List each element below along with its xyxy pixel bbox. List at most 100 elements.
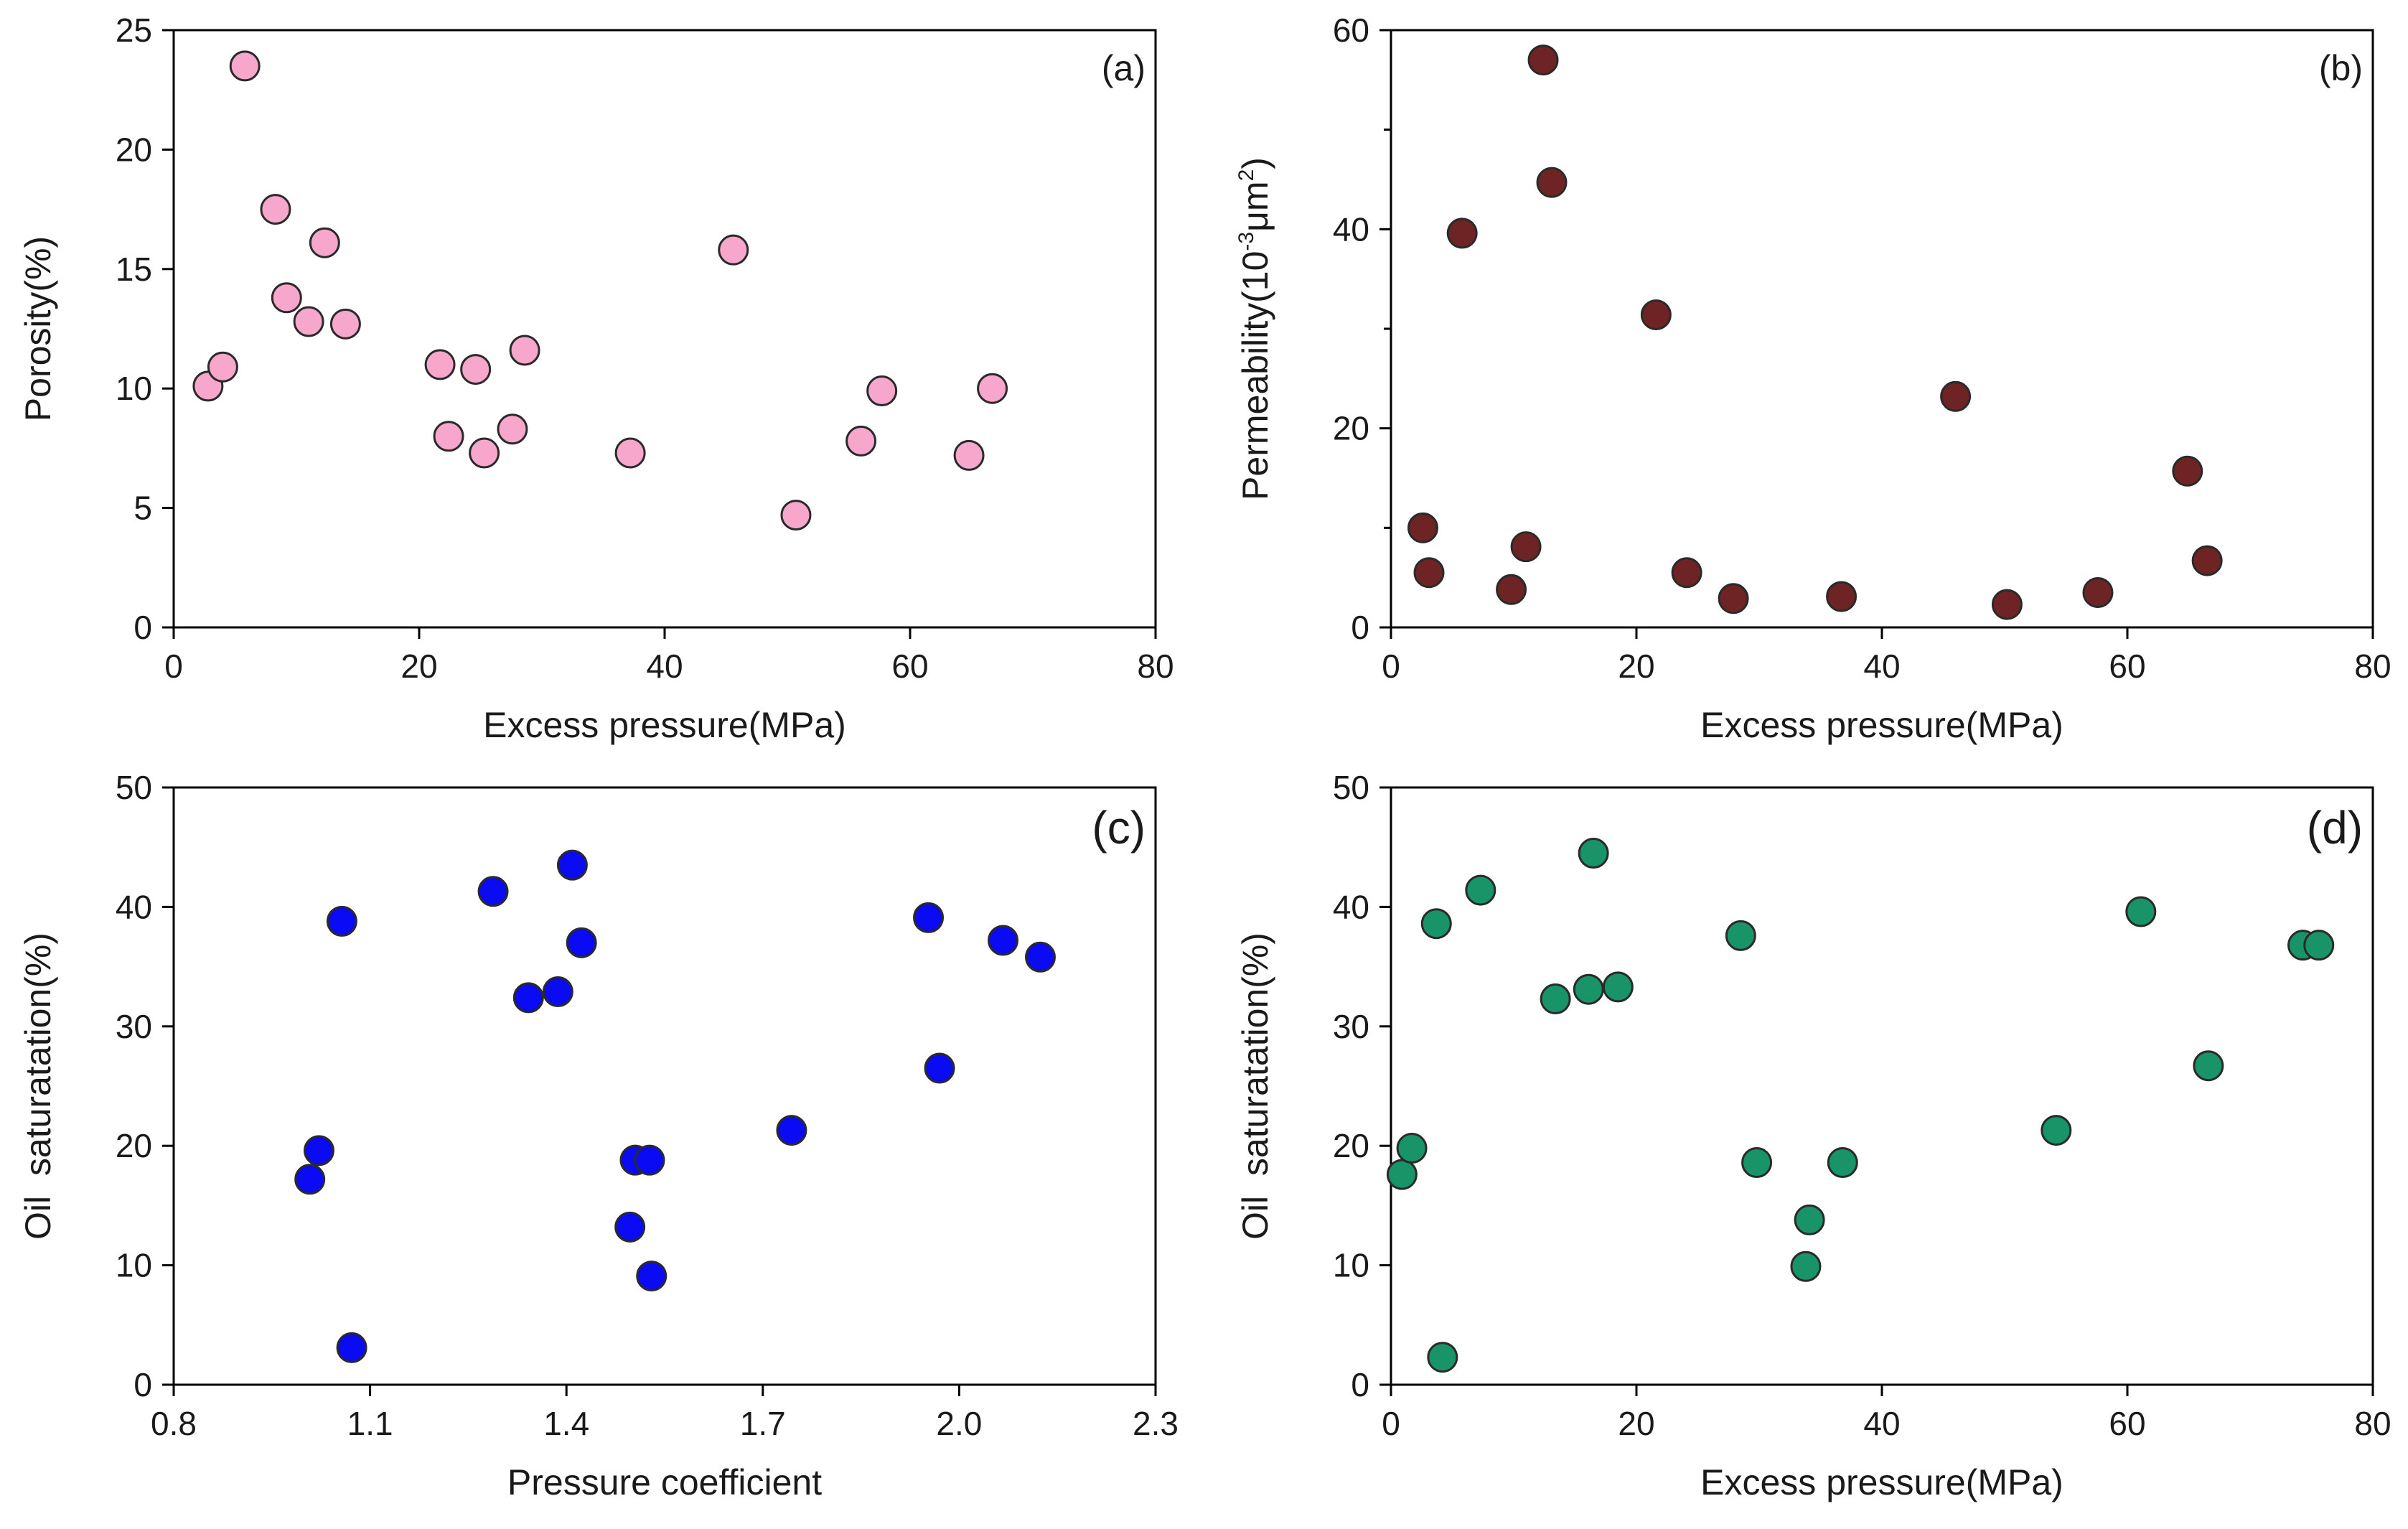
panel-b-ytick-label: 20 xyxy=(1333,410,1369,447)
panel-b-data-point xyxy=(1510,531,1542,563)
panel-a-data-point xyxy=(260,194,291,225)
panel-d-data-point xyxy=(1573,973,1604,1005)
panel-b-points xyxy=(1407,45,2223,620)
panel-c-ytick-label: 0 xyxy=(133,1366,152,1403)
panel-d-data-point xyxy=(1827,1146,1858,1178)
panel-b-ylabel-sup1: -3 xyxy=(1235,232,1258,251)
panel-a-data-point xyxy=(271,282,302,314)
panel-d-data-point xyxy=(1578,838,1609,869)
panel-c-data-point xyxy=(634,1144,665,1176)
panel-b-ylabel-end: ) xyxy=(1235,157,1275,169)
panel-d-y-axis-title: Oil saturatation(%) xyxy=(1235,932,1275,1240)
panel-b-data-point xyxy=(1407,512,1438,543)
panel-d-data-point xyxy=(1725,920,1756,951)
panel-c-data-point xyxy=(294,1164,326,1195)
panel-b-xtick-label: 60 xyxy=(2109,647,2145,685)
panel-a-xtick-label: 40 xyxy=(646,647,683,685)
panel-a-data-point xyxy=(309,227,340,258)
panel-a-data-point xyxy=(866,375,898,407)
panel-a-data-point xyxy=(207,351,238,383)
panel-d-data-point xyxy=(2303,930,2335,961)
panel-b-data-point xyxy=(1640,299,1672,331)
panel-c-data-point xyxy=(477,876,509,907)
panel-a-ytick-label: 20 xyxy=(116,131,152,168)
panel-d-xtick-label: 60 xyxy=(2109,1405,2145,1442)
panel-b-data-point xyxy=(2172,455,2203,487)
panel-d-ticks: 0 20 40 60 80 0 10 20 30 40 50 xyxy=(1333,769,2391,1442)
panel-b-ylabel-main: Permeability(10 xyxy=(1235,251,1275,500)
panel-c-ytick-label: 50 xyxy=(116,769,152,806)
panel-a-data-point xyxy=(845,425,877,457)
panel-a-ytick-label: 25 xyxy=(116,11,152,49)
panel-c-ytick-label: 10 xyxy=(116,1247,152,1284)
panel-a-xtick-label: 0 xyxy=(164,647,183,685)
panel-b-ylabel-mid: μm xyxy=(1235,181,1275,231)
panel-c-ticks: 0.8 1.1 1.4 1.7 2.0 2.3 0 10 20 30 40 50 xyxy=(116,769,1179,1442)
panel-a-data-point xyxy=(293,306,324,337)
panel-a-data-point xyxy=(614,437,646,469)
panel-c-label: (c) xyxy=(1092,802,1146,854)
panel-d-data-point xyxy=(1741,1146,1773,1178)
panel-b-data-point xyxy=(1826,581,1857,612)
panel-c-points xyxy=(294,849,1056,1363)
panel-d-data-point xyxy=(1427,1342,1458,1373)
panel-c-data-point xyxy=(614,1211,646,1243)
panel-d-x-axis-title: Excess pressure(MPa) xyxy=(1700,1462,2063,1502)
panel-c-data-point xyxy=(1024,941,1056,973)
panel-a-data-point xyxy=(497,413,528,445)
panel-d: 0 20 40 60 80 0 10 20 30 40 50 (d) Excess pressure… xyxy=(1235,769,2391,1502)
panel-a-ytick-label: 15 xyxy=(116,251,152,288)
panel-a-y-axis-title: Porosity(%) xyxy=(18,236,58,421)
panel-d-data-point xyxy=(1602,971,1634,1003)
panel-b-ytick-label: 40 xyxy=(1333,210,1369,248)
panel-b-ytick-label: 60 xyxy=(1333,11,1369,49)
panel-c-data-point xyxy=(336,1332,367,1363)
panel-c-xtick-label: 2.0 xyxy=(936,1405,982,1442)
panel-d-data-point xyxy=(2125,896,2157,927)
panel-a-data-point xyxy=(509,335,540,366)
panel-b-data-point xyxy=(1940,380,1972,412)
panel-b-data-point xyxy=(1446,218,1478,249)
panel-c-xtick-label: 2.3 xyxy=(1133,1405,1179,1442)
panel-b-label: (b) xyxy=(2319,48,2363,88)
panel-a-x-axis-title: Excess pressure(MPa) xyxy=(483,705,846,745)
panel-d-data-point xyxy=(1396,1133,1428,1164)
panel-d-ytick-label: 10 xyxy=(1333,1247,1369,1284)
panel-a-ytick-label: 0 xyxy=(133,609,152,646)
panel-b-xtick-label: 0 xyxy=(1382,647,1400,685)
panel-d-data-point xyxy=(1794,1204,1825,1235)
panel-b-data-point xyxy=(1718,583,1749,614)
panel-c-x-axis-title: Pressure coefficient xyxy=(507,1462,822,1502)
panel-d-ytick-label: 50 xyxy=(1333,769,1369,806)
panel-a-data-point xyxy=(229,50,261,82)
panel-c-data-point xyxy=(303,1135,334,1166)
panel-d-xtick-label: 40 xyxy=(1863,1405,1900,1442)
panel-b-x-axis-title: Excess pressure(MPa) xyxy=(1700,705,2063,745)
panel-a-xtick-label: 20 xyxy=(400,647,437,685)
panel-a-ytick-label: 10 xyxy=(116,370,152,407)
panel-d-data-point xyxy=(1420,908,1452,940)
panel-d-xtick-label: 80 xyxy=(2354,1405,2391,1442)
panel-b-data-point xyxy=(1991,589,2023,620)
panel-a-points xyxy=(192,50,1008,531)
panel-d-ytick-label: 0 xyxy=(1351,1366,1369,1403)
panel-c-xtick-label: 0.8 xyxy=(151,1405,197,1442)
panel-a-xtick-label: 80 xyxy=(1137,647,1173,685)
panel-c-xtick-label: 1.4 xyxy=(543,1405,589,1442)
panel-c-data-point xyxy=(636,1261,667,1292)
panel-a-xtick-label: 60 xyxy=(891,647,928,685)
panel-c-ytick-label: 20 xyxy=(116,1127,152,1164)
panel-b-y-axis-title: Permeability(10-3μm2) xyxy=(1235,157,1275,500)
panel-b-data-point xyxy=(2082,576,2114,608)
panel-d-ytick-label: 30 xyxy=(1333,1008,1369,1045)
panel-a-data-point xyxy=(424,349,456,380)
panel-b-xtick-label: 40 xyxy=(1863,647,1900,685)
panel-a-label: (a) xyxy=(1102,48,1146,88)
panel-b-data-point xyxy=(1496,574,1527,605)
panel-c-data-point xyxy=(924,1052,955,1084)
panel-b-data-point xyxy=(1527,45,1559,76)
panel-c-data-point xyxy=(776,1115,807,1146)
panel-d-data-point xyxy=(2041,1115,2072,1146)
panel-c: 0.8 1.1 1.4 1.7 2.0 2.3 0 10 20 30 40 50 (c) Pressu… xyxy=(18,769,1179,1502)
